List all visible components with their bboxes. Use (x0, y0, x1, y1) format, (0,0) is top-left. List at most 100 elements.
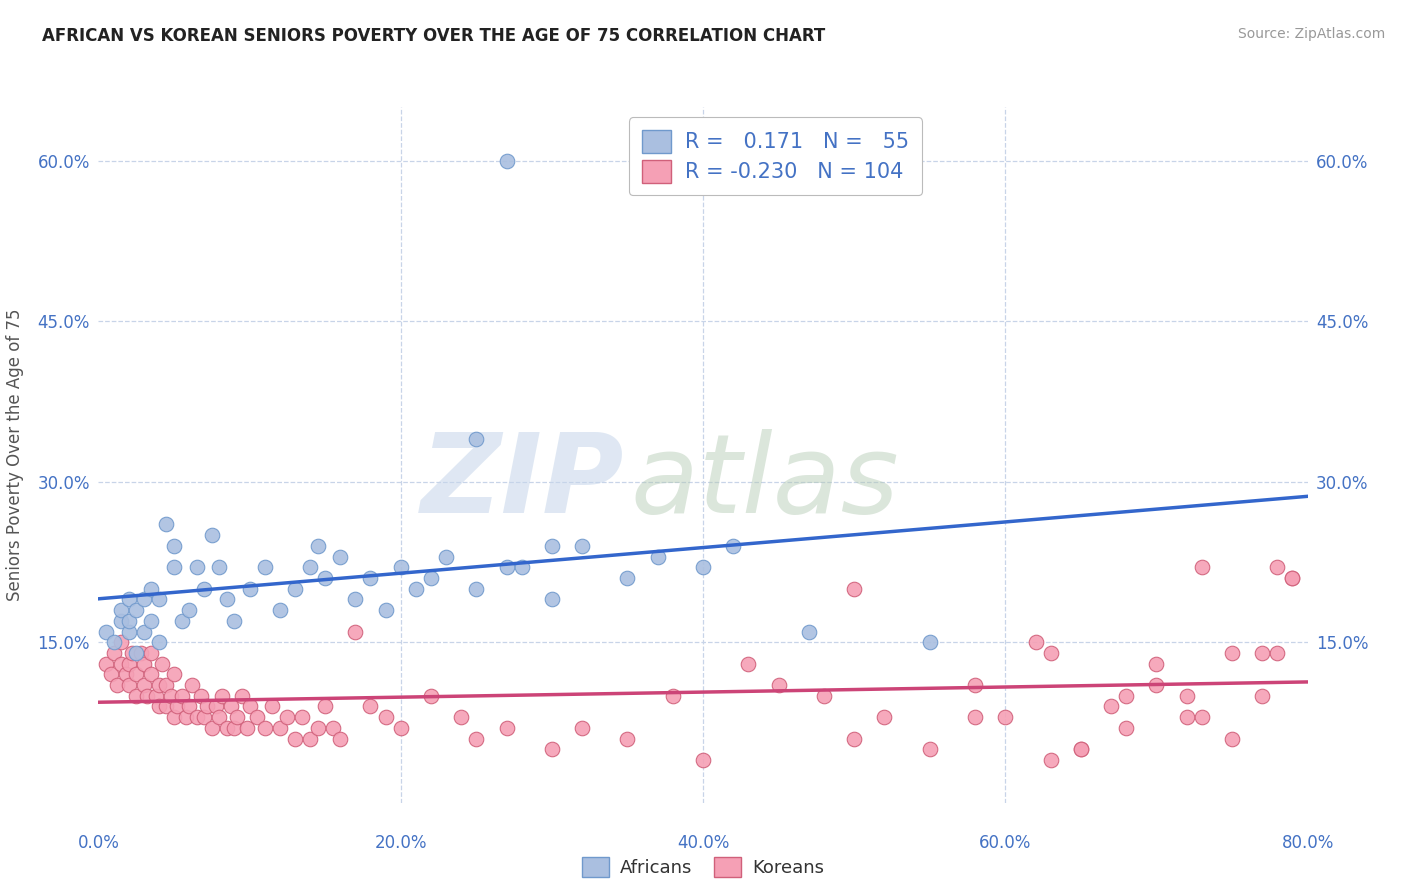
Text: ZIP: ZIP (420, 429, 624, 536)
Point (155, 678, 177, 692)
Point (662, 689, 685, 703)
Point (465, 582, 488, 596)
Point (118, 614, 141, 628)
Point (125, 646, 148, 660)
Point (94, 657, 117, 671)
Point (284, 731, 307, 746)
Point (195, 699, 218, 714)
Point (844, 582, 866, 596)
Point (450, 710, 472, 724)
Point (616, 571, 638, 585)
Point (110, 635, 132, 649)
Text: AFRICAN VS KOREAN SENIORS POVERTY OVER THE AGE OF 75 CORRELATION CHART: AFRICAN VS KOREAN SENIORS POVERTY OVER T… (42, 27, 825, 45)
Point (465, 432, 488, 446)
Point (314, 699, 336, 714)
Point (344, 624, 367, 639)
Point (540, 539, 562, 553)
Point (1251, 689, 1274, 703)
Point (405, 582, 427, 596)
Point (329, 731, 352, 746)
Point (1115, 721, 1137, 735)
Point (231, 689, 253, 703)
Point (299, 560, 322, 574)
Point (145, 689, 167, 703)
Point (103, 635, 125, 649)
Point (148, 699, 170, 714)
Point (1220, 731, 1243, 746)
Point (114, 667, 136, 681)
Point (314, 571, 336, 585)
Text: 20.0%: 20.0% (374, 834, 427, 852)
Point (647, 549, 669, 564)
Point (174, 710, 197, 724)
Point (692, 560, 714, 574)
Point (224, 614, 246, 628)
Point (540, 742, 562, 756)
Point (201, 721, 224, 735)
Point (965, 678, 987, 692)
Point (1267, 646, 1289, 660)
Point (389, 560, 412, 574)
Point (193, 710, 215, 724)
Point (155, 517, 177, 532)
Point (125, 603, 148, 617)
Point (322, 721, 344, 735)
Point (797, 624, 820, 639)
Point (1191, 560, 1213, 574)
Point (1175, 689, 1198, 703)
Point (135, 689, 157, 703)
Point (344, 592, 367, 607)
Point (1144, 657, 1167, 671)
Point (1099, 699, 1122, 714)
Point (190, 689, 212, 703)
Point (276, 710, 298, 724)
Point (179, 699, 201, 714)
Point (495, 721, 517, 735)
Point (132, 657, 155, 671)
Point (148, 592, 170, 607)
Point (262, 699, 284, 714)
Point (110, 657, 132, 671)
Point (208, 560, 231, 574)
Point (155, 699, 177, 714)
Point (141, 667, 163, 681)
Point (360, 699, 382, 714)
Point (118, 624, 141, 639)
Point (965, 710, 987, 724)
Point (510, 560, 533, 574)
Point (226, 710, 249, 724)
Point (118, 678, 141, 692)
Point (844, 731, 866, 746)
Point (205, 699, 228, 714)
Point (1024, 635, 1046, 649)
Point (100, 667, 122, 681)
Point (284, 582, 307, 596)
Point (118, 657, 141, 671)
Point (132, 592, 155, 607)
Point (129, 646, 152, 660)
Point (465, 731, 488, 746)
Point (163, 539, 186, 553)
Point (1039, 753, 1062, 767)
Point (94, 624, 117, 639)
Point (1144, 678, 1167, 692)
Point (166, 699, 188, 714)
Point (616, 731, 638, 746)
Point (239, 582, 262, 596)
Point (125, 667, 148, 681)
Point (1267, 560, 1289, 574)
Point (224, 721, 246, 735)
Point (141, 614, 163, 628)
Point (291, 710, 314, 724)
Point (1175, 710, 1198, 724)
Text: Source: ZipAtlas.com: Source: ZipAtlas.com (1237, 27, 1385, 41)
Point (723, 539, 745, 553)
Point (420, 689, 443, 703)
Point (1281, 571, 1303, 585)
Point (692, 753, 714, 767)
Point (918, 635, 941, 649)
Point (873, 710, 896, 724)
Point (163, 667, 186, 681)
Point (201, 528, 224, 542)
Point (374, 710, 396, 724)
